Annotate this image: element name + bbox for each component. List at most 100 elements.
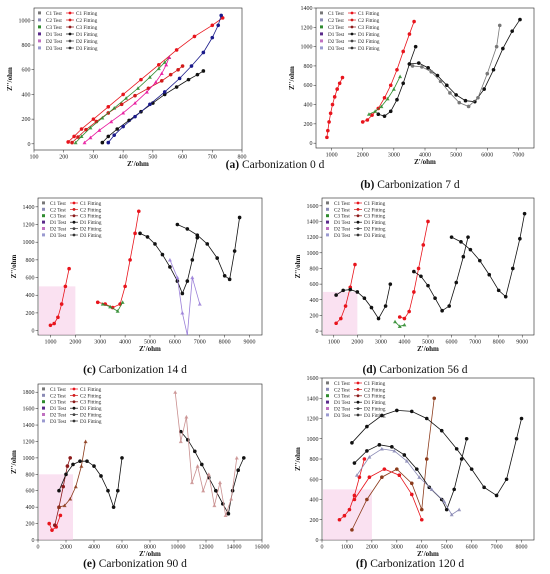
data-point xyxy=(192,34,197,39)
data-point xyxy=(124,96,129,100)
data-point xyxy=(328,111,333,116)
legend-entry: D3 Fitting xyxy=(358,46,380,52)
x-tick-label: 6000 xyxy=(481,153,493,159)
data-point xyxy=(159,71,164,76)
data-point xyxy=(385,96,390,101)
data-point xyxy=(186,438,190,442)
data-point xyxy=(416,61,421,65)
y-tick-label: 400 xyxy=(22,92,31,98)
legend-marker xyxy=(356,400,360,404)
series-group xyxy=(47,390,246,532)
legend-marker xyxy=(326,220,329,224)
series-line-D2 xyxy=(180,431,245,515)
x-tick-label: 400 xyxy=(119,155,128,161)
legend-entry: C2 Test xyxy=(46,18,62,24)
data-point xyxy=(236,468,240,473)
legend-entry: D2 Fitting xyxy=(358,39,380,45)
data-point xyxy=(106,134,111,139)
legend-entry: D1 Test xyxy=(50,220,67,226)
data-point xyxy=(59,302,64,306)
legend-marker xyxy=(326,407,329,410)
data-point xyxy=(348,287,353,292)
data-point xyxy=(390,445,394,449)
series-group xyxy=(66,13,225,145)
caption-letter: (f) xyxy=(356,558,368,570)
data-point xyxy=(78,459,82,463)
x-tick-label: 0 xyxy=(321,545,324,551)
data-point xyxy=(133,93,137,98)
data-point xyxy=(173,390,178,394)
legend-entry: C2 Fitting xyxy=(76,18,98,24)
x-tick-label: 16000 xyxy=(255,545,270,551)
legend-entry: C3 Test xyxy=(50,400,66,406)
panel-d: 1000 2000 3000 4000 5000 6000 7000 8000 9000 0 200… xyxy=(294,197,535,376)
data-point xyxy=(337,517,342,522)
data-point xyxy=(355,290,360,294)
data-point xyxy=(177,76,182,81)
data-point xyxy=(383,304,388,308)
legend: C1 Test C1 Fitting C2 Test C2 Fitting C3 Tes… xyxy=(42,387,102,425)
legend-entry: D3 Fitting xyxy=(76,46,98,52)
data-point xyxy=(148,102,152,107)
x-tick-label: 800 xyxy=(238,155,247,161)
data-point xyxy=(162,90,167,94)
data-point xyxy=(167,257,172,262)
y-axis-label: Z''/ohm xyxy=(10,254,18,278)
caption-text: Carbonization 7 d xyxy=(374,179,460,191)
data-point xyxy=(232,249,237,253)
data-point xyxy=(116,488,120,493)
y-tick-label: 1200 xyxy=(23,223,35,229)
data-point xyxy=(459,240,463,244)
series-line-C2 xyxy=(351,398,435,531)
data-point xyxy=(340,75,345,80)
x-tick-label: 5000 xyxy=(441,545,453,551)
y-tick-label: 800 xyxy=(304,64,313,70)
x-tick-label: 6000 xyxy=(446,340,458,346)
y-tick-label: 1000 xyxy=(23,240,35,246)
data-point xyxy=(109,119,114,124)
data-point xyxy=(153,242,157,246)
data-point xyxy=(136,86,140,90)
legend-marker xyxy=(72,406,76,410)
data-point xyxy=(112,133,117,137)
legend-entry: C1 Test xyxy=(334,201,350,207)
data-point xyxy=(454,447,459,451)
data-point xyxy=(429,487,434,491)
data-point xyxy=(88,125,93,130)
data-point xyxy=(438,79,443,84)
legend-entry: D1 Fitting xyxy=(364,220,386,226)
data-point xyxy=(412,290,416,294)
y-tick-label: 200 xyxy=(310,518,319,524)
data-point xyxy=(53,523,57,528)
legend-marker xyxy=(326,400,329,404)
x-tick-label: 2000 xyxy=(60,545,72,551)
legend-marker xyxy=(42,387,45,391)
caption-letter: (e) xyxy=(83,558,96,570)
x-tick-label: 3000 xyxy=(375,340,387,346)
data-point xyxy=(215,256,219,260)
y-tick-label: 200 xyxy=(304,122,313,128)
legend-marker xyxy=(356,407,360,410)
data-point xyxy=(100,140,105,145)
data-point xyxy=(414,467,419,471)
data-point xyxy=(402,322,407,327)
data-point xyxy=(206,472,211,476)
x-tick-label: 1000 xyxy=(328,340,340,346)
data-point xyxy=(454,280,459,285)
data-point xyxy=(73,140,78,145)
data-point xyxy=(514,436,519,441)
data-point xyxy=(440,308,444,313)
y-tick-label: 800 xyxy=(310,266,319,272)
y-tick-label: 0 xyxy=(316,538,319,544)
legend-marker xyxy=(350,11,354,15)
data-point xyxy=(420,65,424,69)
legend-entry: D3 Test xyxy=(334,233,351,239)
y-tick-label: 1200 xyxy=(307,235,319,241)
data-point xyxy=(332,95,337,99)
legend-entry: C3 Fitting xyxy=(80,214,102,220)
legend-marker xyxy=(320,11,323,15)
legend-marker xyxy=(42,400,45,404)
data-point xyxy=(424,416,429,421)
data-point xyxy=(97,128,102,132)
y-tick-label: 1400 xyxy=(307,396,319,402)
